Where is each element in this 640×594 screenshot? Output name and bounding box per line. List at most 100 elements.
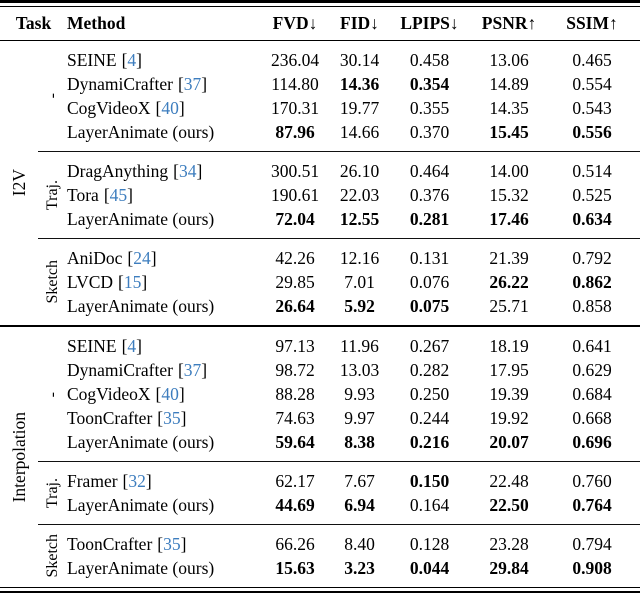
subtask-label: - xyxy=(38,41,67,151)
subgroup-i2v-sketch: Sketch AniDoc [24] 42.26 12.16 0.131 21.3… xyxy=(38,239,640,325)
citation-link[interactable]: [45] xyxy=(103,184,133,205)
ssim-value: 0.858 xyxy=(572,295,612,316)
fvd-value: 88.28 xyxy=(275,383,315,404)
method-name: Framer xyxy=(67,470,118,491)
fvd-value: 15.63 xyxy=(275,557,315,578)
lpips-value: 0.376 xyxy=(409,184,450,205)
citation-link[interactable]: [37] xyxy=(177,73,208,94)
fid-value: 3.23 xyxy=(344,557,375,578)
citation-link[interactable]: [34] xyxy=(173,160,203,181)
lpips-value: 0.244 xyxy=(409,407,450,428)
citation-link[interactable]: [40] xyxy=(155,97,185,118)
method-name: LayerAnimate (ours) xyxy=(67,494,215,515)
method-cell: AniDoc [24] xyxy=(67,248,263,269)
table-row: CogVideoX [40] 170.31 19.77 0.355 14.35 0… xyxy=(67,96,640,120)
fid-value: 8.38 xyxy=(344,431,375,452)
psnr-value: 26.22 xyxy=(489,271,529,292)
method-name: LVCD xyxy=(67,271,114,292)
psnr-value: 14.35 xyxy=(489,97,529,118)
task-label-text: Interpolation xyxy=(8,412,29,503)
ssim-value: 0.760 xyxy=(572,470,612,491)
subtask-label: - xyxy=(38,327,67,461)
method-cell: SEINE [4] xyxy=(67,336,263,357)
fid-value: 14.36 xyxy=(339,73,380,94)
table-row: DynamiCrafter [37] 114.80 14.36 0.354 14.… xyxy=(67,72,640,96)
table-header: Task Method FVD↓ FID↓ LPIPS↓ PSNR↑ SSIM↑ xyxy=(0,7,640,40)
table-row: LayerAnimate (ours) 87.96 14.66 0.370 15… xyxy=(67,120,640,144)
subtask-label-text: Traj. xyxy=(43,180,61,211)
citation-link[interactable]: [4] xyxy=(121,49,142,70)
method-cell: Framer [32] xyxy=(67,471,263,492)
fid-value: 7.67 xyxy=(344,470,375,491)
citation-link[interactable]: [4] xyxy=(121,335,142,356)
method-cell: LayerAnimate (ours) xyxy=(67,495,263,516)
lpips-value: 0.355 xyxy=(409,97,450,118)
psnr-value: 25.71 xyxy=(489,295,529,316)
method-cell: Tora [45] xyxy=(67,185,263,206)
citation-link[interactable]: [40] xyxy=(155,383,185,404)
citation-link[interactable]: [32] xyxy=(122,470,152,491)
ssim-value: 0.556 xyxy=(572,121,612,142)
citation-number: 35 xyxy=(163,407,181,428)
table-row: LVCD [15] 29.85 7.01 0.076 26.22 0.862 xyxy=(67,270,640,294)
table-row: DynamiCrafter [37] 98.72 13.03 0.282 17.9… xyxy=(67,358,640,382)
table-row: Framer [32] 62.17 7.67 0.150 22.48 0.760 xyxy=(67,469,640,493)
fid-value: 11.96 xyxy=(340,335,379,356)
citation-number: 40 xyxy=(161,97,179,118)
method-cell: LayerAnimate (ours) xyxy=(67,122,263,143)
method-name: LayerAnimate (ours) xyxy=(67,295,215,316)
fvd-value: 190.61 xyxy=(270,184,320,205)
ssim-value: 0.792 xyxy=(572,247,612,268)
ssim-value: 0.862 xyxy=(572,271,612,292)
citation-number: 37 xyxy=(183,359,202,380)
citation-link[interactable]: [35] xyxy=(157,533,187,554)
lpips-value: 0.354 xyxy=(409,73,450,94)
subtask-label-text: Sketch xyxy=(43,534,61,579)
subtask-label-text: Traj. xyxy=(43,478,61,509)
ssim-value: 0.696 xyxy=(572,431,612,452)
method-cell: DragAnything [34] xyxy=(67,161,263,182)
fvd-value: 44.69 xyxy=(275,494,315,515)
method-name: LayerAnimate (ours) xyxy=(67,557,215,578)
subgroup-interp-none: - SEINE [4] 97.13 11.96 0.267 18.19 0.641… xyxy=(38,327,640,461)
fid-value: 30.14 xyxy=(339,49,380,70)
citation-link[interactable]: [15] xyxy=(118,271,148,292)
table-row: SEINE [4] 236.04 30.14 0.458 13.06 0.465 xyxy=(67,48,640,72)
lpips-value: 0.216 xyxy=(409,431,450,452)
lpips-value: 0.164 xyxy=(409,494,450,515)
fvd-value: 300.51 xyxy=(270,160,320,181)
bottom-rule-thin xyxy=(0,587,640,589)
fid-value: 9.93 xyxy=(344,383,375,404)
top-rule-thin xyxy=(0,5,640,7)
method-name: Tora xyxy=(67,184,99,205)
fid-value: 12.55 xyxy=(339,208,380,229)
subgroup-rule xyxy=(38,461,640,463)
psnr-value: 14.00 xyxy=(489,160,529,181)
task-block-interpolation: Interpolation - SEINE [4] 97.13 11.96 0.2… xyxy=(0,327,640,587)
header-rule xyxy=(0,39,640,42)
psnr-value: 13.06 xyxy=(489,49,529,70)
bottom-rule-thick xyxy=(0,590,640,594)
subgroup-i2v-traj: Traj. DragAnything [34] 300.51 26.10 0.46… xyxy=(38,152,640,238)
table-row: ToonCrafter [35] 66.26 8.40 0.128 23.28 0… xyxy=(67,532,640,556)
table-row: LayerAnimate (ours) 59.64 8.38 0.216 20.… xyxy=(67,430,640,454)
psnr-value: 17.95 xyxy=(489,359,529,380)
subtask-label-text: Sketch xyxy=(43,260,61,304)
citation-link[interactable]: [35] xyxy=(157,407,187,428)
fvd-value: 170.31 xyxy=(270,97,320,118)
citation-link[interactable]: [24] xyxy=(127,247,157,268)
psnr-value: 23.28 xyxy=(489,533,529,554)
method-name: AniDoc xyxy=(67,247,123,268)
fvd-value: 97.13 xyxy=(275,335,315,356)
citation-link[interactable]: [37] xyxy=(177,359,208,380)
psnr-value: 20.07 xyxy=(489,431,529,452)
table-row: LayerAnimate (ours) 15.63 3.23 0.044 29.… xyxy=(67,556,640,580)
fid-value: 8.40 xyxy=(344,533,375,554)
task-label-i2v: I2V xyxy=(0,41,38,325)
lpips-value: 0.458 xyxy=(409,49,450,70)
subtask-label: Sketch xyxy=(38,525,67,587)
method-cell: CogVideoX [40] xyxy=(67,384,263,405)
subgroup-interp-sketch: Sketch ToonCrafter [35] 66.26 8.40 0.128 … xyxy=(38,525,640,587)
table-row: Tora [45] 190.61 22.03 0.376 15.32 0.525 xyxy=(67,183,640,207)
